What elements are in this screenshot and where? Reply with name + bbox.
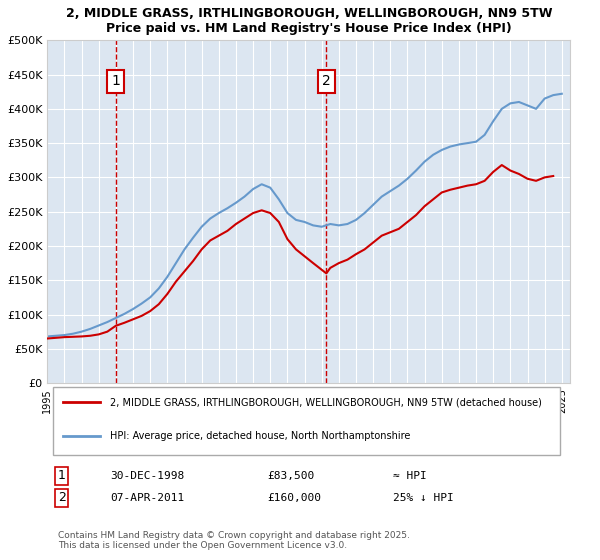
Text: £83,500: £83,500 [267, 471, 314, 480]
Text: Contains HM Land Registry data © Crown copyright and database right 2025.
This d: Contains HM Land Registry data © Crown c… [58, 530, 410, 550]
Text: 1: 1 [58, 469, 65, 482]
Text: HPI: Average price, detached house, North Northamptonshire: HPI: Average price, detached house, Nort… [110, 431, 410, 441]
Text: 07-APR-2011: 07-APR-2011 [110, 493, 184, 503]
Text: 25% ↓ HPI: 25% ↓ HPI [392, 493, 453, 503]
Text: 30-DEC-1998: 30-DEC-1998 [110, 471, 184, 480]
Text: 2: 2 [322, 74, 331, 88]
Text: 2: 2 [58, 491, 65, 504]
Text: ≈ HPI: ≈ HPI [392, 471, 426, 480]
FancyBboxPatch shape [53, 387, 560, 455]
Text: 1: 1 [111, 74, 120, 88]
Text: 2, MIDDLE GRASS, IRTHLINGBOROUGH, WELLINGBOROUGH, NN9 5TW (detached house): 2, MIDDLE GRASS, IRTHLINGBOROUGH, WELLIN… [110, 397, 542, 407]
Text: £160,000: £160,000 [267, 493, 321, 503]
Title: 2, MIDDLE GRASS, IRTHLINGBOROUGH, WELLINGBOROUGH, NN9 5TW
Price paid vs. HM Land: 2, MIDDLE GRASS, IRTHLINGBOROUGH, WELLIN… [65, 7, 552, 35]
